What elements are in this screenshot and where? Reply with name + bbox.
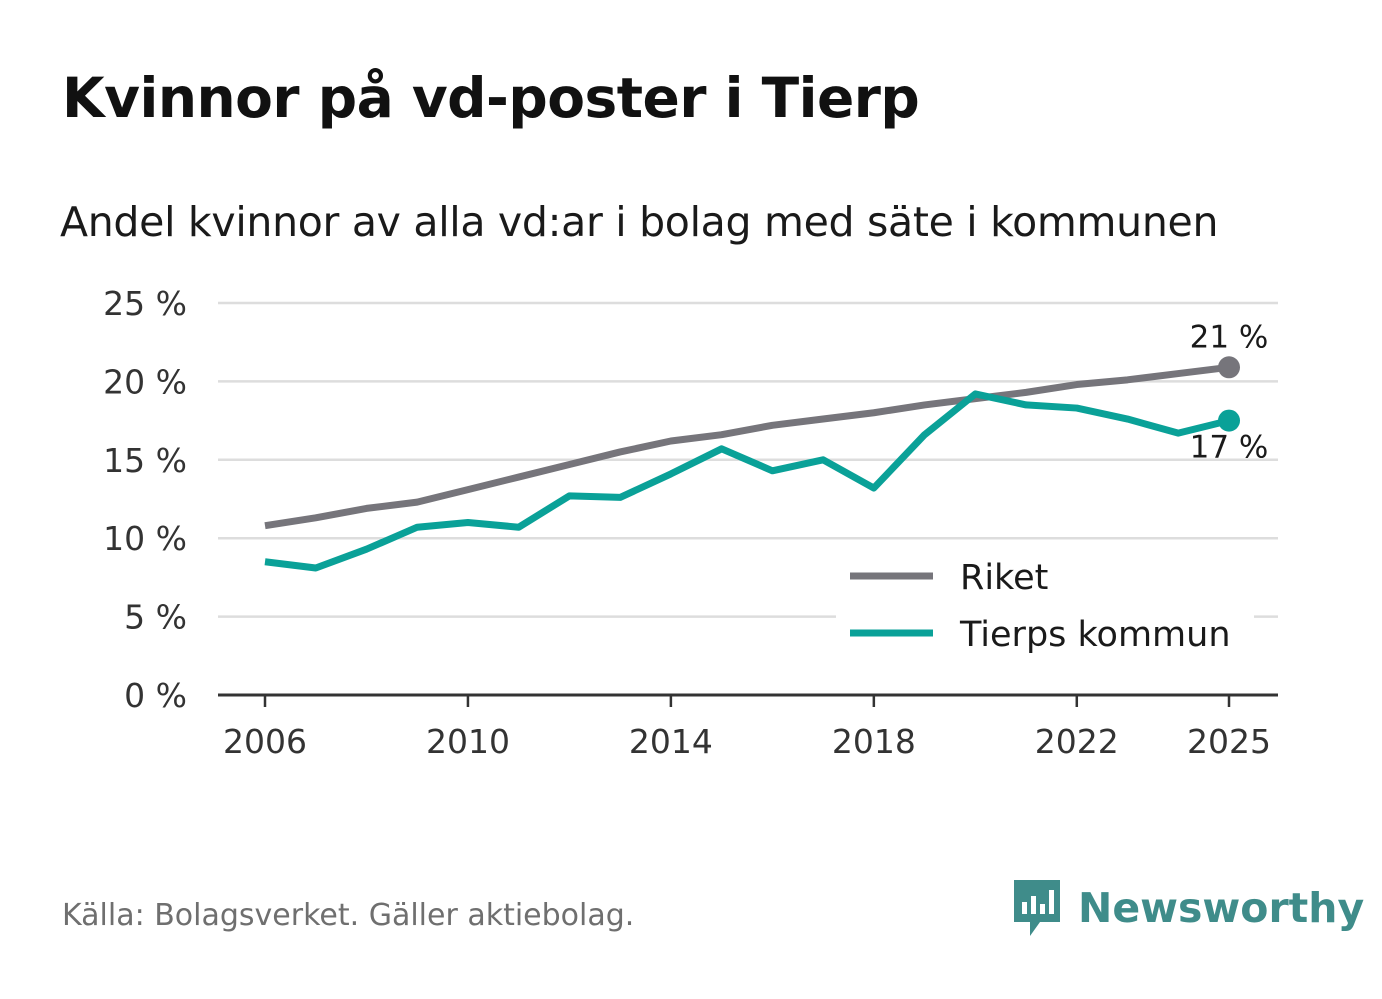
x-tick-label: 2006: [223, 722, 307, 761]
chart-subtitle: Andel kvinnor av alla vd:ar i bolag med …: [60, 198, 1219, 246]
x-axis-tick-labels: 2006 2010 2014 2018 2022 2025: [223, 695, 1271, 761]
chart-title: Kvinnor på vd-poster i Tierp: [62, 66, 920, 130]
end-point-riket: [1218, 356, 1240, 379]
brand-logo: Newsworthy: [1010, 876, 1364, 940]
series-lines: [264, 363, 1230, 572]
end-label-riket: 21 %: [1190, 319, 1269, 355]
x-tick-label: 2018: [832, 722, 916, 761]
x-tick-label: 2010: [426, 722, 510, 761]
end-value-labels: 21 % 17 %: [1190, 319, 1269, 465]
x-tick-label: 2014: [629, 722, 713, 761]
bar-chart-badge-icon: [1014, 880, 1060, 936]
legend-background: [836, 548, 1254, 666]
legend-label-riket: Riket: [960, 558, 1048, 598]
x-tick-label: 2022: [1035, 722, 1119, 761]
y-tick-label: 25 %: [103, 284, 187, 323]
series-line-tierp: [264, 390, 1230, 572]
legend-label-tierp: Tierps kommun: [959, 615, 1231, 655]
brand-name: Newsworthy: [1078, 884, 1365, 932]
y-tick-label: 10 %: [103, 519, 187, 558]
end-label-tierp: 17 %: [1190, 430, 1269, 466]
y-tick-label: 15 %: [103, 441, 187, 480]
y-tick-label: 20 %: [103, 362, 187, 401]
x-tick-label: 2025: [1187, 722, 1271, 761]
y-tick-label: 0 %: [124, 676, 187, 715]
series-line-riket: [264, 363, 1230, 530]
y-tick-label: 5 %: [124, 598, 187, 637]
source-note: Källa: Bolagsverket. Gäller aktiebolag.: [62, 898, 635, 933]
legend: Riket Tierps kommun: [836, 548, 1254, 666]
y-axis-tick-labels: 0 % 5 % 10 % 15 % 20 % 25 %: [103, 284, 187, 715]
end-point-tierp: [1218, 409, 1240, 432]
